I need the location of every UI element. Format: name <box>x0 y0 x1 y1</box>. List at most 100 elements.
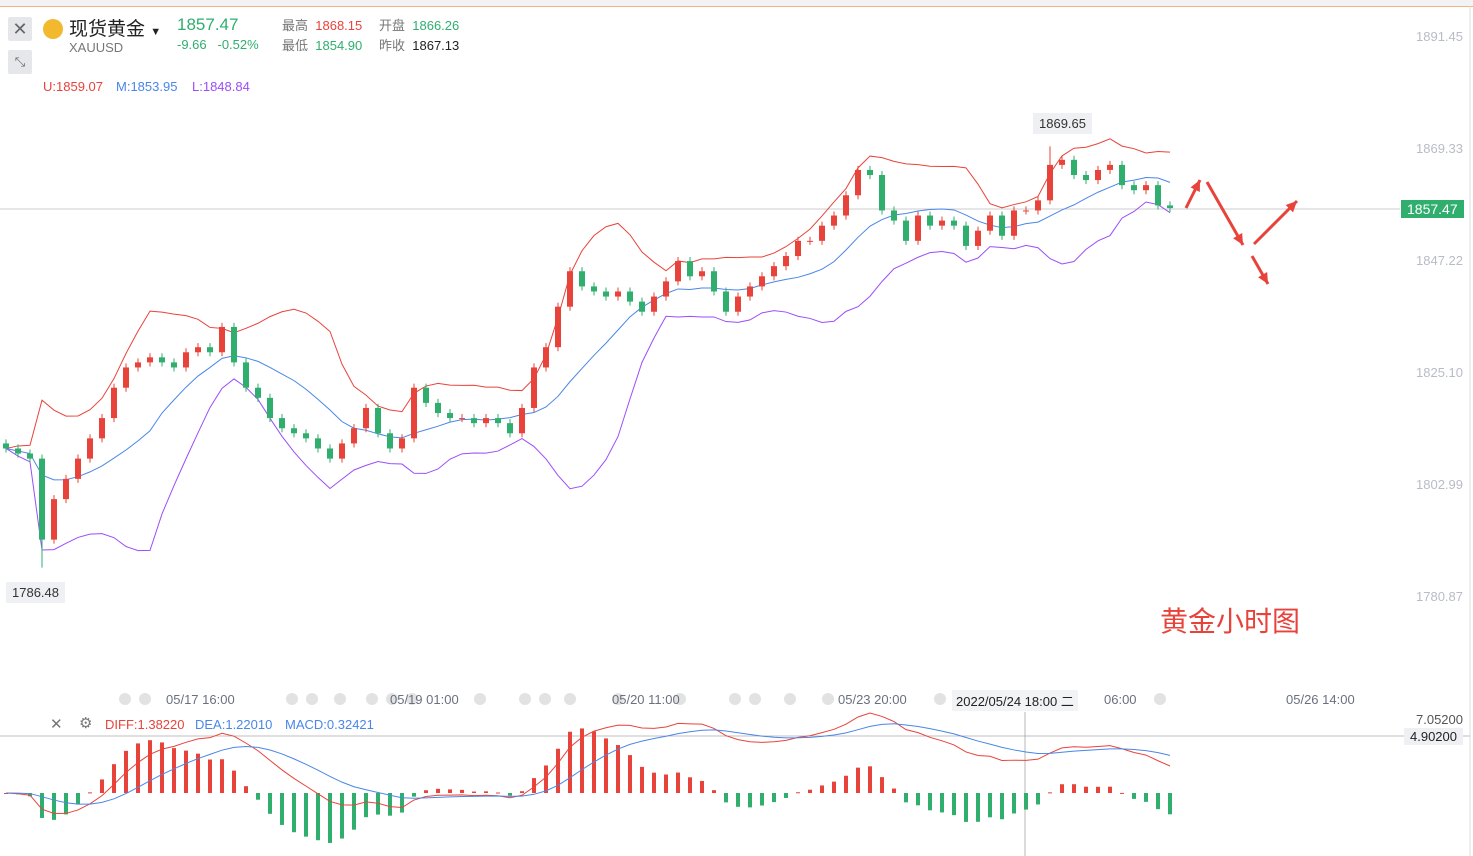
timeline-marker <box>784 693 796 705</box>
candle-body <box>159 357 165 363</box>
arrow-icon <box>1205 181 1245 246</box>
macd-dea-line <box>5 723 1171 805</box>
candle-body <box>951 220 957 226</box>
candle-body <box>375 407 381 434</box>
max-price-label: 1869.65 <box>1033 113 1092 134</box>
macd-histogram-bar <box>784 793 788 798</box>
timeline-marker <box>674 693 686 705</box>
macd-histogram-bar <box>700 780 704 793</box>
macd-histogram-bar <box>724 793 728 803</box>
chevron-down-icon: ▼ <box>150 26 162 38</box>
macd-histogram-bar <box>160 742 164 793</box>
macd-histogram-bar <box>100 779 104 793</box>
candle-body <box>303 433 309 439</box>
candle-body <box>351 428 357 444</box>
macd-histogram-bar <box>652 772 656 793</box>
timeline-marker <box>334 693 346 705</box>
candle-body <box>255 387 261 398</box>
macd-histogram-bar <box>1120 792 1124 794</box>
collapse-icon[interactable]: ⤡ <box>8 50 32 74</box>
current-price-tag: 1857.47 <box>1401 200 1464 218</box>
macd-histogram-bar <box>712 790 716 793</box>
macd-histogram-bar <box>436 788 440 793</box>
macd-histogram-bar <box>556 748 560 793</box>
macd-histogram-bar <box>688 777 692 793</box>
y-tick: 1891.45 <box>1416 29 1463 44</box>
macd-histogram-bar <box>244 786 248 793</box>
crosshair-time-label: 2022/05/24 18:00 二 <box>952 690 1078 711</box>
candle-body <box>171 362 177 368</box>
macd-histogram-bar <box>232 770 236 793</box>
boll-mid-value: M:1853.95 <box>116 79 178 94</box>
macd-histogram-bar <box>268 793 272 814</box>
change-value: -9.66 <box>177 37 207 52</box>
candle-body <box>15 448 21 454</box>
candle-body <box>603 291 609 297</box>
timeline-marker <box>366 693 378 705</box>
candle-body <box>267 397 273 419</box>
candle-body <box>519 407 525 434</box>
high-label: 最高 <box>282 18 309 33</box>
macd-histogram-bar <box>352 793 356 830</box>
close-macd-icon[interactable]: ✕ <box>50 716 63 733</box>
macd-histogram-bar <box>76 793 80 805</box>
macd-histogram-bar <box>520 791 524 793</box>
candle-body <box>75 458 81 479</box>
candle-body <box>1047 164 1053 201</box>
macd-histogram-bar <box>1084 786 1088 793</box>
candle-body <box>807 240 813 242</box>
macd-histogram-bar <box>748 793 752 808</box>
macd-histogram-bar <box>988 793 992 818</box>
prev-close-value: 1867.13 <box>412 38 460 53</box>
macd-histogram-bar <box>952 793 956 816</box>
candle-body <box>411 387 417 439</box>
candle-body <box>315 438 321 449</box>
low-label: 最低 <box>282 38 309 53</box>
candle-body <box>699 271 705 277</box>
timeline-marker <box>119 693 131 705</box>
boll-upper-line <box>5 138 1171 449</box>
candle-body <box>939 220 945 226</box>
macd-histogram-bar <box>196 753 200 793</box>
macd-histogram-bar <box>844 775 848 793</box>
prev-close-label: 昨收 <box>379 38 406 53</box>
candle-body <box>327 448 333 459</box>
candle-body <box>903 220 909 241</box>
macd-histogram-bar <box>892 788 896 793</box>
macd-dif: DIFF:1.38220 <box>105 717 185 732</box>
candle-body <box>663 281 669 297</box>
candle-body <box>783 256 789 267</box>
candle-body <box>123 367 129 388</box>
macd-histogram-bar <box>928 793 932 811</box>
candle-body <box>495 418 501 424</box>
boll-upper-value: U:1859.07 <box>43 79 103 94</box>
macd-dea: DEA:1.22010 <box>195 717 273 732</box>
candle-body <box>279 418 285 429</box>
macd-histogram-bar <box>868 766 872 793</box>
macd-histogram-bar <box>880 777 884 793</box>
candle-body <box>999 215 1005 236</box>
macd-histogram-bar <box>628 755 632 793</box>
macd-histogram-bar <box>820 785 824 793</box>
settings-icon[interactable]: ⚙ <box>79 715 93 732</box>
symbol-selector[interactable]: 现货黄金 ▼ <box>69 14 161 41</box>
close-icon[interactable]: ✕ <box>8 17 32 41</box>
y-tick: 1802.99 <box>1416 477 1463 492</box>
timeline-marker <box>286 693 298 705</box>
candle-body <box>291 428 297 434</box>
candle-body <box>723 291 729 312</box>
macd-histogram-bar <box>52 793 56 820</box>
timeline-marker <box>306 693 318 705</box>
candle-body <box>963 225 969 246</box>
macd-histogram-bar <box>256 793 260 800</box>
candle-body <box>819 225 825 241</box>
candle-body <box>627 291 633 302</box>
arrowhead-icon <box>1285 201 1297 213</box>
macd-histogram-bar <box>316 793 320 841</box>
macd-histogram-bar <box>424 790 428 793</box>
symbol-code: XAUUSD <box>69 40 124 55</box>
macd-histogram-bar <box>28 793 32 797</box>
macd-histogram-bar <box>280 793 284 825</box>
candle-body <box>651 296 657 312</box>
